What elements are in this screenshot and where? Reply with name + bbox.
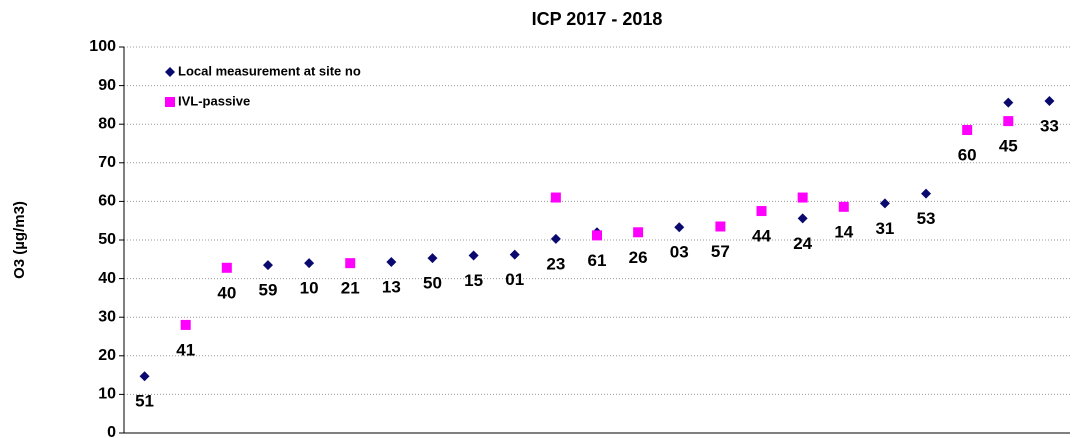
point	[674, 222, 685, 233]
y-tick-label: 10	[98, 386, 116, 403]
point	[756, 206, 767, 217]
point-label: 33	[1040, 117, 1059, 136]
point-label: 40	[217, 283, 236, 302]
y-tick-label: 20	[98, 347, 116, 364]
y-tick-label: 40	[98, 270, 116, 287]
y-tick-label: 80	[98, 115, 116, 132]
point	[715, 221, 726, 232]
y-tick-label: 70	[98, 154, 116, 171]
chart-title: ICP 2017 - 2018	[532, 9, 663, 29]
y-tick-label: 0	[107, 424, 116, 438]
point	[509, 249, 520, 260]
point-label: 59	[258, 281, 277, 300]
y-tick-label: 100	[89, 38, 116, 55]
point	[386, 257, 397, 268]
point-label: 53	[917, 209, 936, 228]
point	[1003, 116, 1014, 127]
point-label: 24	[793, 234, 812, 253]
point	[633, 227, 644, 238]
point	[468, 250, 479, 261]
point	[262, 260, 273, 271]
point	[304, 258, 315, 269]
point-label: 44	[752, 227, 771, 246]
y-axis-label: O3 (µg/m3)	[11, 201, 28, 279]
point-label: 26	[629, 248, 648, 267]
point-label: 01	[505, 270, 524, 289]
point-label: 50	[423, 274, 442, 293]
point	[180, 319, 191, 330]
point-label: 23	[546, 254, 565, 273]
point	[592, 230, 602, 241]
point-label: 51	[135, 392, 154, 411]
point	[139, 371, 150, 382]
point	[345, 258, 356, 269]
point-label: 15	[464, 271, 483, 290]
point-label: 21	[341, 279, 360, 298]
point	[921, 188, 932, 199]
y-tick-label: 60	[98, 193, 116, 210]
point	[962, 124, 973, 135]
point-label: 41	[176, 340, 195, 359]
point	[797, 213, 808, 224]
point-label: 60	[958, 145, 977, 164]
point	[838, 201, 849, 212]
point-label: 03	[670, 243, 689, 262]
point-label: 61	[588, 251, 607, 270]
point	[550, 192, 561, 203]
point-label: 31	[875, 219, 894, 238]
point	[1003, 97, 1014, 108]
point-label: 13	[382, 277, 401, 296]
point	[427, 253, 438, 264]
y-tick-label: 90	[98, 77, 116, 94]
point-label: 10	[300, 279, 319, 298]
legend-label: Local measurement at site no	[178, 63, 361, 78]
point	[879, 198, 890, 209]
point-label: 14	[834, 222, 853, 241]
point-label: 57	[711, 242, 730, 261]
legend-label: IVL-passive	[178, 93, 250, 108]
point	[221, 262, 232, 273]
y-tick-label: 30	[98, 308, 116, 325]
point	[1044, 96, 1055, 107]
y-tick-label: 50	[98, 231, 116, 248]
point	[550, 233, 561, 244]
point	[165, 67, 175, 77]
point	[797, 192, 808, 203]
point-label: 45	[999, 137, 1018, 156]
point	[165, 97, 175, 107]
